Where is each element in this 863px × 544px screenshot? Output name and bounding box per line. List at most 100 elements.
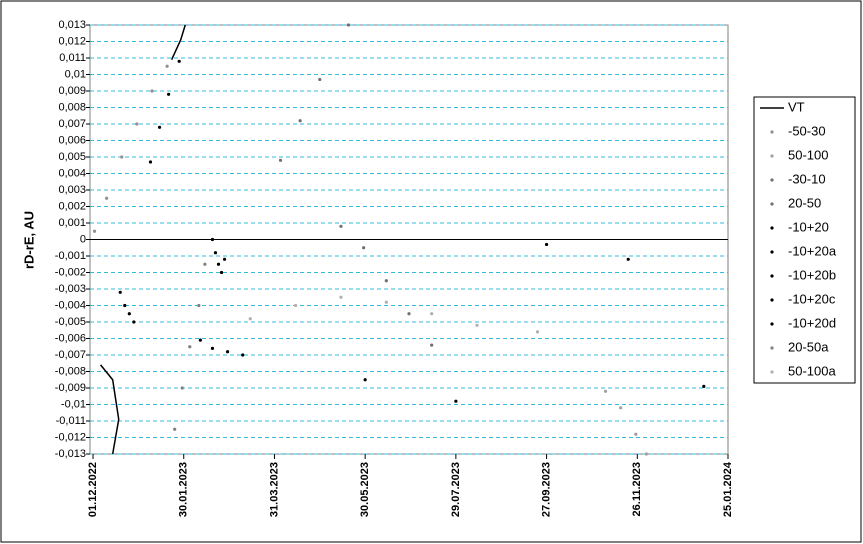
point xyxy=(92,229,97,233)
point xyxy=(127,312,131,316)
legend-label: -10+20 xyxy=(788,219,829,234)
x-tick-label: 30.05.2023 xyxy=(359,462,371,517)
y-tick-label: -0,007 xyxy=(55,349,86,361)
point xyxy=(213,251,218,255)
legend-label: -30-10 xyxy=(788,171,826,186)
point xyxy=(278,158,283,162)
legend-label: 20-50a xyxy=(788,339,829,354)
legend-swatch xyxy=(770,250,774,254)
point xyxy=(198,338,202,342)
point xyxy=(544,242,549,247)
y-tick-label: 0,011 xyxy=(59,52,86,64)
point xyxy=(407,312,411,316)
y-tick-label: 0,007 xyxy=(58,118,86,130)
x-tick-label: 31.03.2023 xyxy=(268,462,280,517)
point xyxy=(132,320,136,324)
point xyxy=(384,300,388,304)
legend-swatch xyxy=(770,178,774,182)
point xyxy=(430,312,434,316)
y-tick-label: 0,012 xyxy=(58,35,86,47)
point xyxy=(177,59,181,63)
x-tick-label: 30.01.2023 xyxy=(178,462,190,517)
point xyxy=(644,452,648,456)
legend-swatch xyxy=(770,322,774,326)
legend-swatch xyxy=(770,370,774,374)
y-tick-label: 0,004 xyxy=(58,167,86,179)
point xyxy=(454,399,458,403)
legend-swatch xyxy=(770,274,774,278)
y-tick-label: -0,009 xyxy=(55,382,86,394)
point xyxy=(241,353,245,357)
legend-label: -10+20d xyxy=(788,315,836,330)
y-tick-label: 0,002 xyxy=(58,200,86,212)
legend-swatch xyxy=(770,154,774,158)
point xyxy=(105,196,109,200)
y-tick-label: 0 xyxy=(80,233,86,245)
point xyxy=(225,350,230,354)
legend-swatch xyxy=(770,130,774,134)
y-tick-label: 0,001 xyxy=(58,217,86,229)
point xyxy=(248,317,252,321)
point xyxy=(475,323,479,327)
point xyxy=(294,303,298,308)
y-tick-label: -0,01 xyxy=(61,398,86,410)
point xyxy=(123,303,127,308)
y-tick-label: 0,008 xyxy=(58,101,86,113)
point xyxy=(148,160,153,164)
point xyxy=(216,262,221,266)
legend-label: 50-100a xyxy=(788,363,836,378)
x-tick-label: 26.11.2023 xyxy=(631,462,643,516)
y-tick-label: -0,005 xyxy=(55,316,86,328)
y-tick-label: 0,003 xyxy=(58,184,86,196)
point xyxy=(222,257,227,261)
point xyxy=(167,92,171,96)
legend-label: -10+20c xyxy=(788,291,836,306)
x-tick-label: 27.09.2023 xyxy=(540,462,552,517)
y-tick-label: 0,006 xyxy=(58,134,86,146)
point xyxy=(298,119,302,123)
y-tick-label: 0,005 xyxy=(58,151,86,163)
point xyxy=(603,389,608,393)
point xyxy=(346,23,351,27)
legend-label: 50-100 xyxy=(788,147,828,162)
point xyxy=(118,290,122,294)
y-tick-label: 0,013 xyxy=(58,19,86,31)
point xyxy=(362,246,366,250)
point xyxy=(430,343,434,347)
point xyxy=(120,155,124,159)
legend-label: -50-30 xyxy=(788,123,826,138)
y-axis-label: rD-rE, AU xyxy=(21,211,36,269)
point xyxy=(165,64,169,68)
y-tick-label: 0,009 xyxy=(58,85,86,97)
legend-swatch xyxy=(770,226,774,230)
y-tick-label: 0,01 xyxy=(65,68,86,80)
y-tick-label: -0,001 xyxy=(55,250,86,262)
point xyxy=(339,224,343,228)
x-tick-label: 29.07.2023 xyxy=(450,462,462,517)
point xyxy=(173,427,177,431)
point xyxy=(210,237,215,242)
point xyxy=(363,378,367,382)
y-tick-label: -0,002 xyxy=(55,266,86,278)
point xyxy=(318,77,322,82)
point xyxy=(626,257,630,261)
y-tick-label: -0,006 xyxy=(55,332,86,344)
legend-box xyxy=(753,96,856,384)
point xyxy=(634,432,638,436)
point xyxy=(339,295,343,299)
legend-swatch xyxy=(770,346,774,350)
x-tick-label: 25.01.2024 xyxy=(722,461,734,517)
point xyxy=(197,303,201,308)
y-tick-label: -0,003 xyxy=(55,283,86,295)
point xyxy=(180,386,184,390)
legend-swatch xyxy=(770,298,774,302)
point xyxy=(384,279,388,283)
series-line xyxy=(100,24,186,455)
point xyxy=(210,346,215,350)
point xyxy=(619,406,623,410)
y-tick-label: -0,012 xyxy=(55,431,86,443)
y-tick-label: -0,008 xyxy=(55,365,86,377)
point xyxy=(203,262,207,266)
point xyxy=(702,384,706,388)
